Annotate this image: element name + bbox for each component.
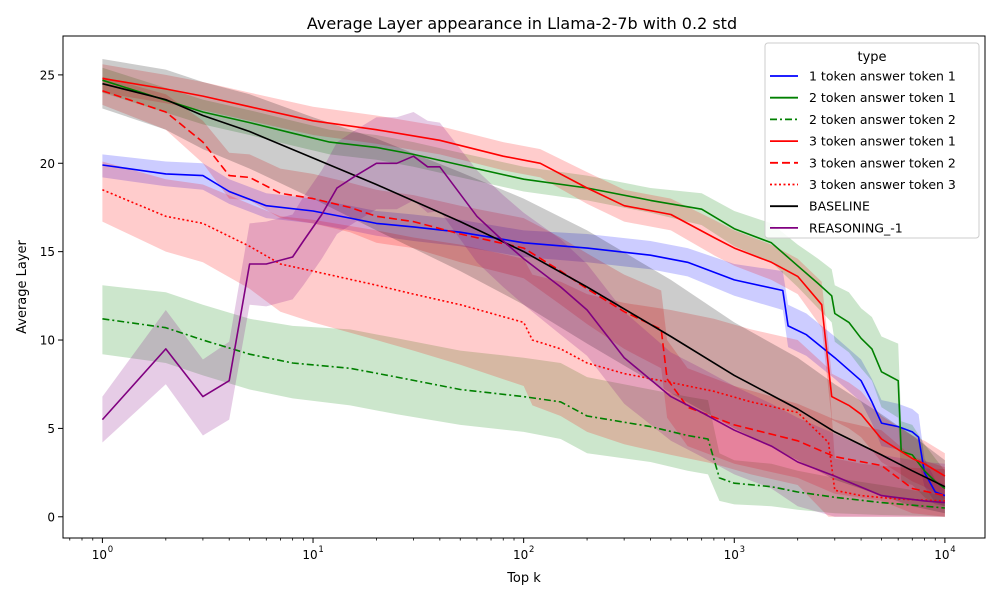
line-1-token-answer-token-1	[102, 164, 946, 497]
line-2-token-answer-token-2	[102, 318, 945, 509]
legend-label-1-token-answer-token-1: 1 token answer token 1	[809, 69, 956, 84]
y-tick-label: 20	[40, 157, 55, 171]
band-3-token-answer-token-2	[102, 76, 945, 517]
band-reasoning-1	[102, 112, 945, 517]
x-tick-exponent: 1	[318, 545, 323, 555]
band-baseline	[102, 59, 945, 514]
line-3-token-answer-token-1	[102, 77, 946, 477]
legend-label-3-token-answer-token-1: 3 token answer token 1	[809, 134, 956, 149]
x-axis-ticks: 10 0 10 1 10 2 10 3 10 4	[69, 538, 956, 562]
legend: type 1 token answer token 1 2 token answer…	[764, 42, 980, 239]
legend-label-2-token-answer-token-1: 2 token answer token 1	[809, 90, 956, 105]
y-tick-label: 0	[47, 510, 55, 524]
legend-label-reasoning-1: REASONING_-1	[809, 220, 903, 235]
x-tick-label: 10	[302, 548, 317, 562]
y-tick-label: 10	[40, 334, 55, 348]
x-tick-exponent: 4	[950, 545, 955, 555]
legend-label-baseline: BASELINE	[809, 199, 870, 214]
y-axis-ticks: 0 5 10 15 20 25	[40, 68, 63, 524]
legend-title: type	[857, 50, 886, 65]
x-tick-exponent: 2	[529, 545, 534, 555]
band-2-token-answer-token-1	[102, 67, 945, 507]
x-tick-label: 10	[92, 548, 107, 562]
line-reasoning-1	[101, 155, 945, 504]
x-tick-label: 10	[934, 548, 949, 562]
y-tick-label: 15	[40, 245, 55, 259]
band-3-token-answer-token-3	[102, 161, 945, 517]
line-baseline	[102, 82, 946, 488]
x-axis-label: Top k	[506, 571, 541, 586]
confidence-bands	[102, 59, 945, 517]
x-tick-label: 10	[724, 548, 739, 562]
y-tick-label: 5	[47, 422, 55, 436]
x-tick-exponent: 3	[740, 545, 745, 555]
y-tick-label: 25	[40, 68, 55, 82]
series-lines	[101, 77, 946, 509]
legend-box	[764, 42, 980, 239]
legend-label-3-token-answer-token-2: 3 token answer token 2	[809, 155, 956, 170]
line-2-token-answer-token-1	[102, 79, 946, 490]
x-tick-label: 10	[513, 548, 528, 562]
legend-label-3-token-answer-token-3: 3 token answer token 3	[809, 177, 956, 192]
legend-label-2-token-answer-token-2: 2 token answer token 2	[809, 112, 956, 127]
chart-title: Average Layer appearance in Llama-2-7b w…	[307, 14, 737, 33]
band-3-token-answer-token-1	[102, 64, 945, 500]
x-tick-exponent: 0	[108, 545, 113, 555]
line-3-token-answer-token-2	[102, 90, 946, 497]
band-2-token-answer-token-2	[102, 285, 945, 517]
y-axis-label: Average Layer	[15, 239, 30, 333]
